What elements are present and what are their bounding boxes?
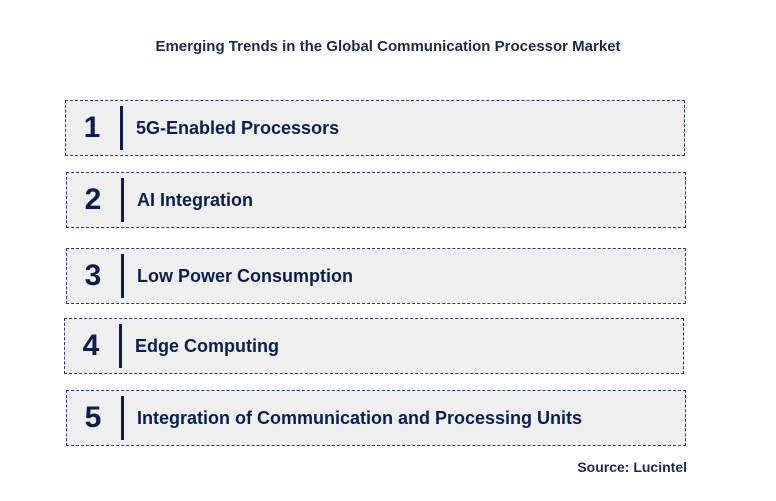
trend-number: 2 (84, 183, 102, 216)
trend-item-3: 3 Low Power Consumption (66, 248, 686, 304)
trend-number: 4 (82, 329, 100, 362)
trend-label: Low Power Consumption (137, 265, 353, 286)
trend-divider (121, 178, 124, 222)
trend-item-4: 4 Edge Computing (64, 318, 684, 374)
trend-divider (121, 396, 124, 440)
trend-number: 1 (83, 111, 101, 144)
trend-divider (120, 106, 123, 150)
trend-number: 3 (84, 259, 102, 292)
trend-divider (119, 324, 122, 368)
trend-divider (121, 254, 124, 298)
trend-label: AI Integration (137, 189, 253, 210)
trend-label: Integration of Communication and Process… (137, 407, 583, 428)
trend-item-2: 2 AI Integration (66, 172, 686, 228)
trend-label: 5G-Enabled Processors (136, 117, 340, 138)
trend-label: Edge Computing (135, 335, 279, 356)
trend-item-1: 1 5G-Enabled Processors (65, 100, 685, 156)
source-credit: Source: Lucintel (577, 459, 687, 475)
trend-item-5: 5 Integration of Communication and Proce… (66, 390, 686, 446)
diagram-title: Emerging Trends in the Global Communicat… (155, 38, 621, 55)
trend-number: 5 (84, 401, 102, 434)
